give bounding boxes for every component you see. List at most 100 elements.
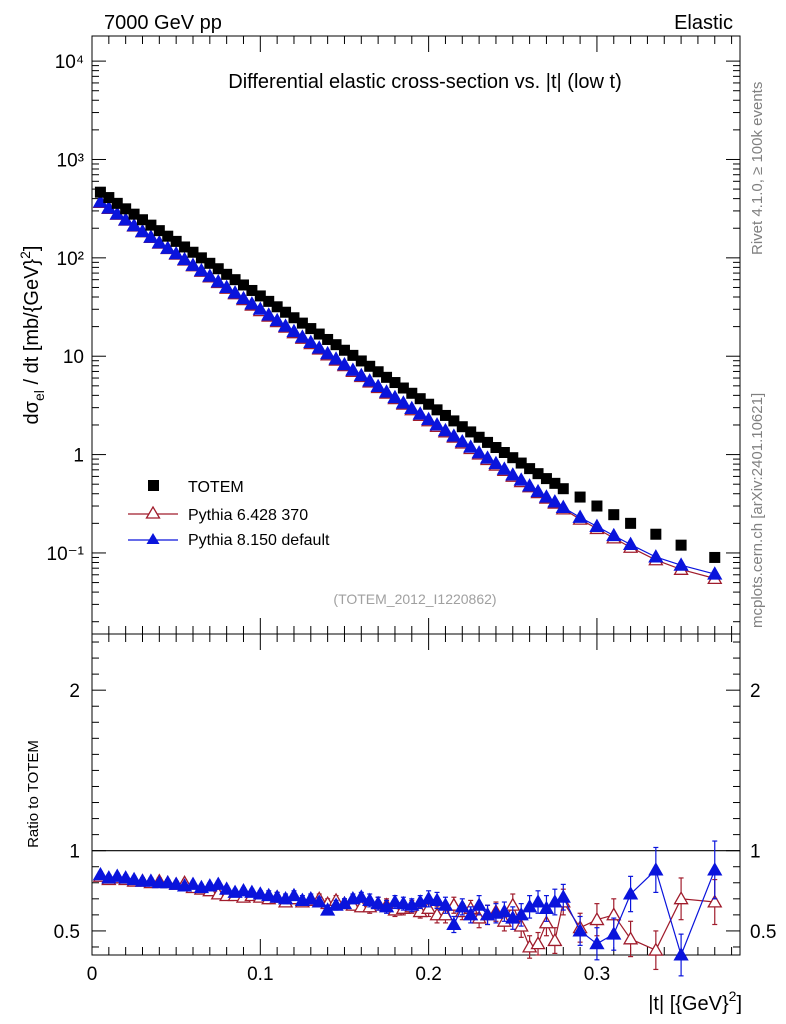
y-tick-label: 10	[63, 347, 84, 368]
totem-point	[162, 230, 174, 242]
pythia-8-150-default-point	[496, 461, 512, 475]
pythia-8-150-default-ratio-point	[252, 886, 268, 900]
totem-point	[271, 301, 283, 313]
totem-point	[229, 274, 241, 286]
pythia-8-150-default-point	[589, 518, 605, 532]
pythia-8-150-default-point	[176, 251, 193, 266]
totem-point	[439, 409, 451, 421]
totem-point	[111, 197, 123, 209]
legend-marker-totem	[148, 480, 159, 491]
pythia-8-150-default-point	[294, 329, 311, 343]
pythia-8-150-default-ratio-point	[421, 891, 437, 905]
pythia-8-150-default-point	[530, 483, 546, 498]
legend-label-totem: TOTEM	[188, 479, 244, 496]
pythia-8-150-default-point	[387, 389, 403, 404]
pythia-8-150-default-ratio-point	[606, 926, 622, 940]
legend-marker-pythia8	[146, 533, 160, 544]
totem-point	[431, 404, 443, 416]
pythia-8-150-default-point	[505, 467, 521, 481]
totem-point	[288, 312, 300, 324]
y-tick-label: 10⁻¹	[47, 544, 85, 565]
totem-point	[313, 328, 325, 340]
header-process: Elastic	[674, 12, 733, 34]
pythia-8-150-default-point	[303, 334, 319, 348]
totem-point	[465, 426, 477, 438]
pythia-8-150-default-point	[622, 536, 639, 550]
totem-point	[120, 203, 132, 215]
totem-point	[128, 208, 140, 220]
totem-point	[709, 551, 721, 563]
pythia-8-150-default-ratio-point	[185, 876, 201, 890]
totem-point	[280, 306, 292, 318]
totem-point	[498, 447, 510, 459]
pythia-8-150-default-ratio-point	[454, 899, 470, 913]
totem-point	[221, 268, 233, 280]
y-tick-label: 1	[73, 446, 84, 467]
pythia-8-150-default-ratio-point	[437, 897, 454, 911]
pythia-8-150-default-point	[404, 400, 420, 415]
pythia-8-150-default-point	[446, 428, 462, 442]
pythia-8-150-default-ratio-point	[572, 923, 588, 937]
totem-point	[389, 377, 401, 389]
legend-marker-pythia6	[145, 505, 161, 519]
pythia-6-428-370-ratio-point	[648, 942, 664, 956]
pythia-6-428-370-ratio-point	[547, 932, 563, 947]
totem-point	[237, 279, 249, 291]
x-tick-label: 0	[87, 964, 98, 985]
x-tick-label: 0.1	[247, 964, 273, 985]
pythia-8-150-default-point	[336, 356, 353, 371]
totem-point	[549, 477, 561, 489]
totem-point	[482, 436, 494, 448]
pythia-8-150-default-point	[488, 455, 504, 470]
rivet-version-label: Rivet 4.1.0, ≥ 100k events	[749, 82, 766, 255]
ratio-y-tick-label-right: 0.5	[750, 922, 776, 943]
pythia-8-150-default-point	[328, 351, 344, 365]
pythia-8-150-default-ratio-point	[707, 862, 723, 876]
main-y-axis-label: dσel / dt [mb/{GeV}2]	[17, 246, 47, 425]
pythia-8-150-default-ratio-point	[118, 870, 134, 884]
pythia-8-150-default-ratio-point	[429, 892, 445, 906]
pythia-8-150-default-point	[673, 557, 689, 571]
pythia-8-150-default-ratio-point	[160, 874, 176, 889]
y-tick-label: 10⁴	[55, 52, 84, 73]
pythia-8-150-default-ratio-point	[168, 876, 184, 890]
pythia-8-150-default-point	[244, 296, 260, 310]
x-tick-label: 0.3	[584, 964, 610, 985]
pythia-8-150-default-point	[143, 229, 159, 243]
totem-point	[507, 452, 519, 464]
pythia-8-150-default-point	[421, 411, 437, 426]
pythia-8-150-default-ratio-point	[496, 903, 512, 918]
totem-point	[490, 442, 502, 454]
pythia-8-150-default-ratio-point	[244, 884, 260, 898]
pythia-8-150-default-ratio-point	[210, 876, 226, 890]
pythia-8-150-default-point	[454, 433, 470, 448]
totem-point	[153, 225, 165, 237]
main-plot-title: Differential elastic cross-section vs. |…	[228, 71, 621, 93]
pythia-8-150-default-ratio-point	[513, 907, 529, 921]
y-tick-label: 10²	[57, 249, 84, 270]
pythia-8-150-default-ratio-point	[589, 935, 605, 950]
totem-point	[406, 387, 418, 399]
totem-point	[414, 393, 426, 405]
pythia-8-150-default-point	[252, 301, 268, 315]
pythia-8-150-default-point	[219, 279, 235, 293]
pythia-6-428-370-ratio-point	[673, 891, 689, 905]
pythia-6-428-370-ratio-point	[622, 931, 639, 945]
pythia-8-150-default-point	[134, 223, 151, 238]
totem-point	[94, 186, 106, 198]
totem-point	[423, 398, 435, 410]
pythia-8-150-default-ratio-point	[538, 900, 555, 914]
pythia-8-150-default-point	[648, 549, 664, 563]
pythia-6-428-370-ratio-point	[530, 935, 546, 950]
analysis-id-label: (TOTEM_2012_I1220862)	[333, 591, 496, 607]
pythia-8-150-default-point	[311, 340, 327, 354]
pythia-8-150-default-ratio-point	[353, 889, 369, 903]
ratio-y-tick-label-right: 2	[750, 681, 761, 702]
pythia-8-150-default-point	[479, 450, 496, 464]
pythia-8-150-default-ratio-point	[109, 868, 125, 882]
totem-point	[650, 528, 662, 540]
totem-point	[305, 323, 317, 335]
totem-point	[608, 509, 620, 521]
pythia-8-150-default-point	[345, 362, 361, 376]
